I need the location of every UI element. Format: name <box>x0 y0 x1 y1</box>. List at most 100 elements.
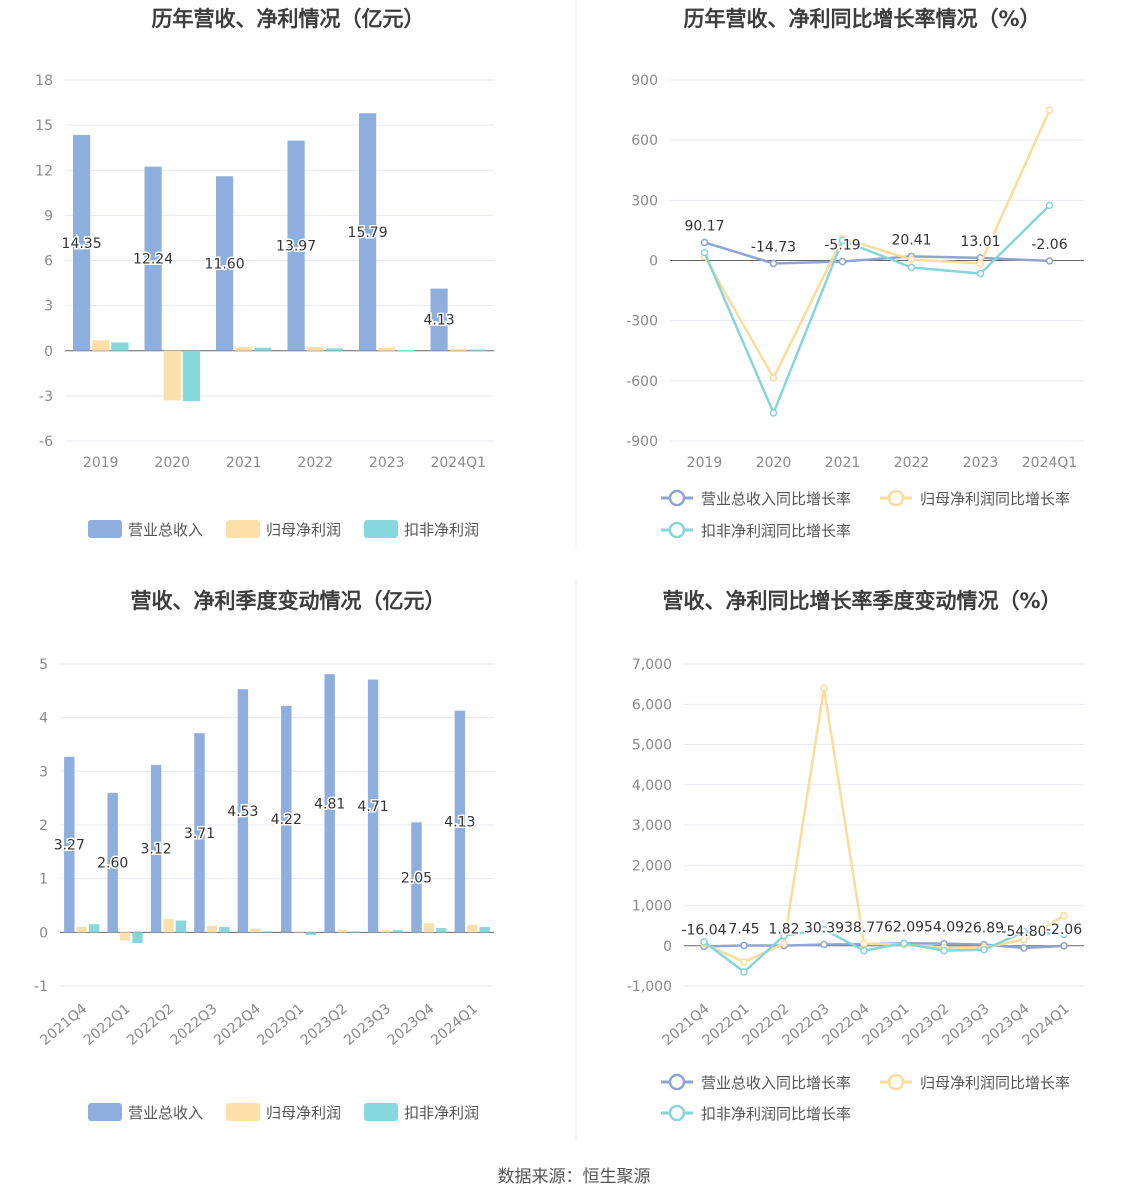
x-tick-label: 2020 <box>756 455 792 471</box>
bar <box>359 113 377 351</box>
bar <box>324 674 335 933</box>
bar <box>107 792 118 933</box>
point <box>1045 257 1054 265</box>
point <box>980 946 988 954</box>
x-tick-label: 2022Q3 <box>168 1001 221 1049</box>
point <box>1045 201 1054 210</box>
legend-label: 扣非净利润 <box>404 521 479 539</box>
bar <box>206 925 218 933</box>
data-label: -14.73 <box>751 239 796 255</box>
series-2 <box>111 342 486 402</box>
data-label: 4.13 <box>444 815 475 831</box>
bar <box>132 932 143 944</box>
chart-quarterly-revenue-profit: -1 0 1 2 3 4 5 3.27 2.60 3.12 3.71 4.53 4.22 4.81 4.71… <box>34 657 494 1122</box>
y-tick-label: 0 <box>44 344 53 360</box>
data-label: 15.79 <box>348 225 388 241</box>
point <box>907 263 916 272</box>
point <box>1045 106 1054 114</box>
y-tick-label: 0 <box>39 925 48 941</box>
bar <box>449 349 467 351</box>
legend-item: 归母净利润同比增长率 <box>880 1073 1070 1092</box>
legend-item: 扣非净利润 <box>364 1103 479 1122</box>
legend-swatch <box>88 1103 122 1121</box>
y-tick-label: 300 <box>631 193 658 209</box>
y-tick-label: -900 <box>626 434 658 450</box>
series-1 <box>92 340 467 401</box>
y-tick-label: 7,000 <box>632 657 672 673</box>
x-tick-label: 2022 <box>894 455 930 471</box>
point <box>1020 935 1028 944</box>
x-tick-label: 2023Q2 <box>298 1001 351 1049</box>
y-tick-label: 9 <box>44 208 53 224</box>
point <box>780 931 788 940</box>
data-label: 14.35 <box>62 236 102 252</box>
data-label: -54.80 <box>1001 924 1046 940</box>
bar <box>397 349 415 351</box>
bar <box>436 928 447 933</box>
point <box>860 939 868 948</box>
point <box>740 968 748 976</box>
bar <box>73 134 91 351</box>
y-tick-label: -6 <box>39 434 53 450</box>
data-label: 4.22 <box>271 812 302 828</box>
data-label: 4.81 <box>314 796 345 812</box>
data-label: 54.09 <box>924 920 964 936</box>
data-label: -16.04 <box>681 922 726 938</box>
y-tick-label: 18 <box>35 73 53 89</box>
legend-label: 归母净利润同比增长率 <box>920 490 1070 508</box>
bar <box>378 347 396 351</box>
legend-label: 归母净利润 <box>266 1104 341 1122</box>
legend-item: 归母净利润同比增长率 <box>880 489 1070 508</box>
bar <box>281 705 292 933</box>
legend-marker <box>668 1073 686 1091</box>
bar <box>163 350 181 401</box>
x-tick-label: 2019 <box>83 455 119 471</box>
series-0 <box>73 113 448 351</box>
legend-swatch <box>364 520 398 538</box>
bar <box>175 920 187 933</box>
x-tick-label: 2022Q4 <box>211 1001 264 1049</box>
legend-swatch <box>226 520 260 538</box>
legend-item: 扣非净利润同比增长率 <box>661 521 851 540</box>
y-tick-label: 3,000 <box>632 818 672 834</box>
x-tick-label: 2023Q1 <box>254 1001 307 1049</box>
series-line <box>703 204 1051 417</box>
point <box>838 236 847 245</box>
point <box>1020 927 1028 936</box>
data-label: 7.45 <box>728 921 759 937</box>
y-tick-label: 0 <box>663 939 672 955</box>
y-tick-label: 1 <box>39 872 48 888</box>
bar <box>250 928 261 933</box>
bar <box>306 346 324 351</box>
bar <box>411 822 422 933</box>
legend-label: 营业总收入 <box>128 521 203 539</box>
point <box>700 248 709 257</box>
x-tick-label: 2024Q1 <box>430 455 486 471</box>
bar <box>392 930 404 933</box>
series-line <box>704 241 1050 265</box>
legend-label: 营业总收入同比增长率 <box>701 490 851 508</box>
bar <box>88 924 100 933</box>
bar <box>254 347 272 351</box>
bar <box>430 288 448 351</box>
bar <box>219 926 230 933</box>
bar <box>468 349 486 351</box>
series-2 <box>700 925 1068 976</box>
chart-quarterly-growth-rate: -1,000 0 1,000 2,000 3,000 4,000 5,000 6,000 7,0… <box>627 657 1084 1123</box>
y-tick-label: 4 <box>39 711 48 727</box>
bar <box>119 932 131 941</box>
data-label: 3.27 <box>54 838 85 854</box>
point <box>740 941 748 950</box>
data-label: 30.39 <box>804 921 844 937</box>
legend-item: 归母净利润 <box>226 520 341 539</box>
point <box>700 238 709 247</box>
data-label: 90.17 <box>684 218 724 234</box>
bar <box>76 926 87 933</box>
bar <box>237 689 249 933</box>
data-label: 1.82 <box>768 922 799 938</box>
data-label: 20.41 <box>891 232 931 248</box>
y-tick-label: -3 <box>39 389 53 405</box>
y-tick-label: -600 <box>626 374 658 390</box>
y-tick-label: 3 <box>39 764 48 780</box>
